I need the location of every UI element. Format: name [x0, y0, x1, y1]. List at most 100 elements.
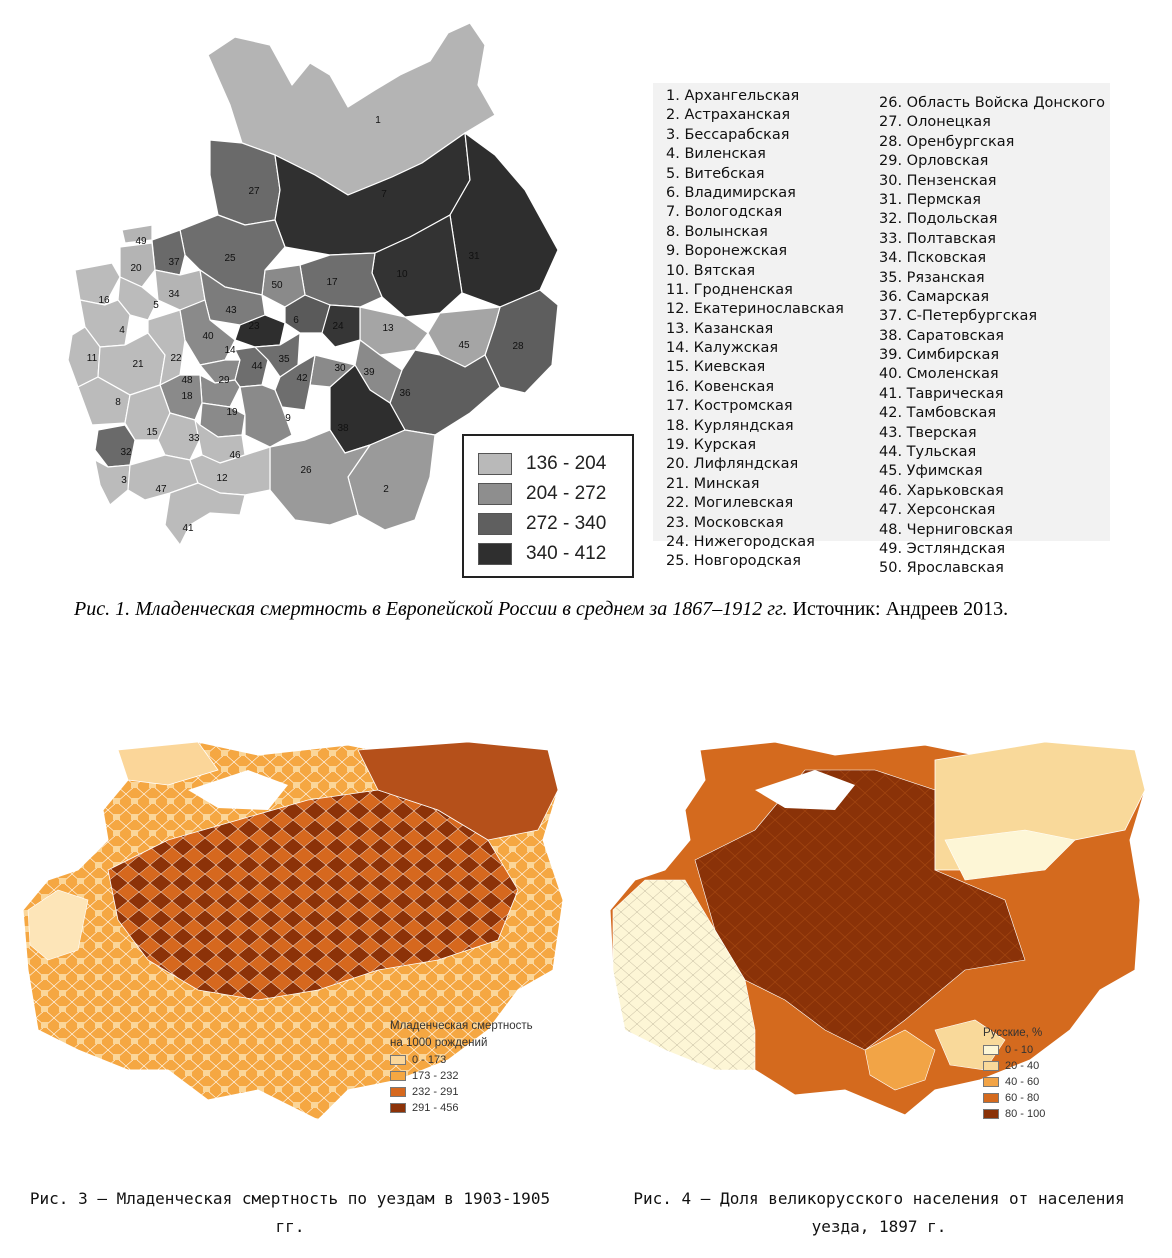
region-label: 12: [216, 473, 228, 484]
province-list-item: 19. Курская: [666, 437, 757, 454]
region-label: 20: [130, 263, 142, 274]
region-label: 34: [168, 289, 180, 300]
province-list-item: 6. Владимирская: [666, 184, 796, 201]
region-label: 9: [285, 413, 291, 424]
province-list-item: 18. Курляндская: [666, 417, 794, 434]
legend-row: 173 - 232: [390, 1068, 533, 1084]
figure3-caption-line1: Рис. 3 – Младенческая смертность по уезд…: [29, 1189, 551, 1208]
region-label: 21: [132, 359, 144, 370]
province-list-item: 13. Казанская: [666, 320, 774, 337]
province-25: [179, 214, 286, 296]
province-20: [119, 242, 156, 288]
legend-swatch: [983, 1109, 999, 1119]
province-list-item: 12. Екатеринославская: [666, 301, 844, 318]
legend-swatch: [478, 513, 512, 535]
figure4-legend: Русские, % 0 - 10 20 - 40 40 - 60 60 - 8…: [983, 1025, 1045, 1122]
province-list-panel: [653, 83, 1110, 541]
province-list-item: 9. Воронежская: [666, 243, 788, 260]
legend-row: 204 - 272: [478, 482, 606, 506]
high-share-core: [694, 769, 1026, 1051]
region-label: 15: [146, 427, 158, 438]
province-list-item: 44. Тульская: [879, 444, 977, 461]
legend-swatch: [983, 1093, 999, 1103]
legend-label: 291 - 456: [412, 1102, 459, 1114]
legend-label: 80 - 100: [1005, 1108, 1046, 1120]
region-label: 19: [226, 407, 238, 418]
infant-mortality-province-map: 1 2 3 4 5 6 7 8 9 10 11 12 13 14 15 16 1…: [30, 15, 650, 590]
province-list-column-2: 26. Область Войска Донского 27. Олонецкая…: [879, 94, 1105, 579]
province-list-item: 34. Псковская: [879, 250, 987, 267]
region-label: 24: [332, 321, 344, 332]
legend-swatch: [390, 1087, 406, 1097]
region-label: 32: [120, 447, 132, 458]
legend-label: 340 - 412: [526, 543, 607, 564]
region-label: 6: [293, 315, 299, 326]
province-list-item: 30. Пензенская: [879, 172, 997, 189]
legend-label: 232 - 291: [412, 1086, 459, 1098]
high-mortality-core: [107, 789, 519, 1001]
province-49: [121, 224, 153, 244]
legend-swatch: [983, 1077, 999, 1087]
province-list-item: 26. Область Войска Донского: [879, 95, 1105, 111]
province-list-item: 39. Симбирская: [879, 347, 1000, 364]
legend-row: 136 - 204: [478, 452, 606, 476]
region-label: 5: [153, 300, 159, 311]
legend-swatch: [390, 1055, 406, 1065]
province-list-item: 11. Гродненская: [666, 281, 793, 298]
province-list-item: 47. Херсонская: [879, 502, 996, 519]
province-41: [164, 482, 246, 546]
region-label: 10: [396, 269, 408, 280]
region-label: 22: [170, 353, 182, 364]
province-16: [74, 262, 121, 306]
figure4-caption-line2: уезда, 1897 г.: [811, 1217, 947, 1236]
region-label: 7: [381, 189, 387, 200]
uezd-infant-mortality-map: [22, 741, 564, 1121]
province-list-item: 24. Нижегородская: [666, 533, 815, 550]
province-list-column-1: 1. Архангельская 2. Астраханская 3. Бессар…: [666, 87, 844, 572]
province-list-item: 31. Пермская: [879, 191, 981, 208]
figure1-caption-source: Источник: Андреев 2013.: [787, 598, 1009, 620]
figure3-caption-line2: гг.: [275, 1217, 305, 1236]
region-label: 50: [271, 280, 283, 291]
region-label: 29: [218, 375, 230, 386]
province-list-item: 20. Лифляндская: [666, 456, 799, 473]
region-label: 33: [188, 433, 200, 444]
region-label: 41: [182, 523, 194, 534]
figure1-caption-title: Рис. 1. Младенческая смертность в Европе…: [74, 598, 788, 620]
province-list-item: 49. Эстляндская: [879, 540, 1006, 557]
province-27: [209, 139, 281, 226]
region-label: 16: [98, 295, 110, 306]
region-label: 1: [375, 115, 381, 126]
region-label: 46: [229, 450, 241, 461]
region-label: 23: [248, 321, 260, 332]
province-list-item: 22. Могилевская: [666, 495, 794, 512]
legend-row: 340 - 412: [478, 542, 606, 566]
province-list-item: 32. Подольская: [879, 211, 998, 228]
province-list-item: 21. Минская: [666, 475, 760, 492]
province-12: [189, 446, 271, 496]
legend-label: 0 - 10: [1005, 1044, 1034, 1056]
legend-row: 0 - 173: [390, 1052, 533, 1068]
region-label: 38: [337, 423, 349, 434]
region-label: 36: [399, 388, 411, 399]
province-list-item: 29. Орловская: [879, 153, 989, 170]
province-24: [321, 304, 361, 348]
figure3-caption: Рис. 3 – Младенческая смертность по уезд…: [10, 1185, 570, 1241]
region-label: 26: [300, 465, 312, 476]
province-list-item: 14. Калужская: [666, 340, 779, 357]
province-list-item: 40. Смоленская: [879, 366, 999, 383]
legend-title: Русские, %: [983, 1027, 1043, 1039]
legend-row: 291 - 456: [390, 1100, 533, 1116]
province-list-item: 25. Новгородская: [666, 553, 801, 570]
province-list-item: 37. С-Петербургская: [879, 308, 1038, 325]
legend-swatch: [390, 1071, 406, 1081]
province-list-item: 1. Архангельская: [666, 88, 800, 104]
province-list-item: 43. Тверская: [879, 424, 977, 441]
province-40: [179, 299, 236, 366]
region-label: 27: [248, 186, 260, 197]
region-label: 4: [119, 325, 125, 336]
region-label: 44: [251, 361, 263, 372]
province-list-item: 10. Вятская: [666, 262, 756, 279]
legend-label: 40 - 60: [1005, 1076, 1040, 1088]
province-list-item: 5. Витебская: [666, 165, 765, 182]
